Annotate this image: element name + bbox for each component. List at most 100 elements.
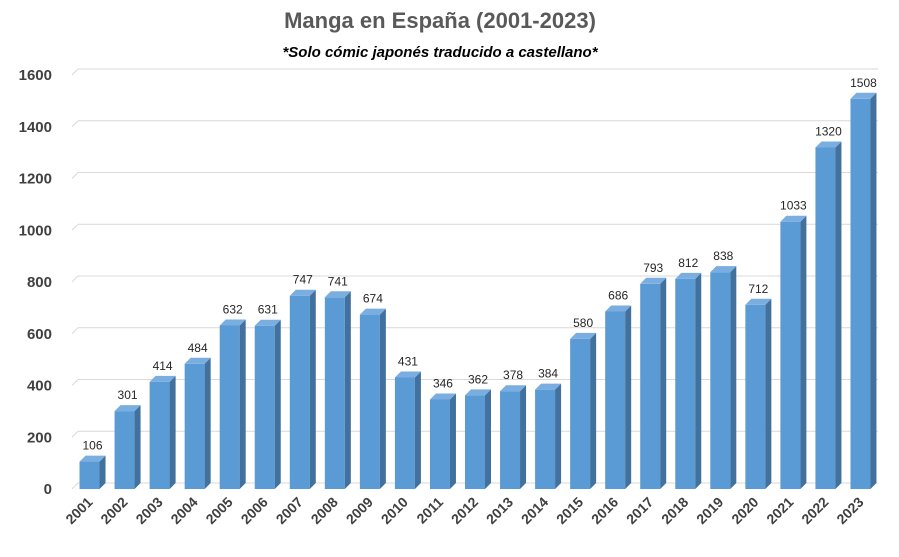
bar-front	[570, 338, 591, 489]
bar-front	[184, 363, 205, 489]
gridline-depth	[71, 275, 79, 283]
bar-2021	[780, 215, 807, 489]
bar-top	[114, 405, 141, 412]
bar-side	[485, 389, 491, 489]
data-label: 793	[643, 261, 663, 275]
bar-side	[309, 289, 316, 489]
bar-top	[710, 266, 737, 273]
x-tick-label: 2004	[167, 494, 200, 527]
x-tick-label: 2017	[623, 494, 656, 527]
bar-top	[570, 332, 597, 339]
bars	[79, 92, 877, 490]
bar-side	[660, 277, 667, 489]
bar-side	[765, 298, 772, 489]
x-tick-label: 2009	[343, 494, 376, 527]
bar-top	[429, 393, 456, 400]
bar-side	[870, 92, 877, 490]
bar-2019	[710, 266, 737, 489]
bar-front	[640, 283, 661, 489]
bar-2006	[254, 319, 281, 489]
bar-side	[449, 393, 456, 489]
bar-2020	[745, 298, 772, 489]
gridlines	[71, 68, 878, 490]
bar-2014	[535, 383, 562, 489]
bar-front	[149, 381, 170, 489]
bar-2005	[219, 319, 246, 489]
bar-top	[359, 308, 386, 315]
x-tick-label: 2003	[132, 494, 165, 527]
bar-front	[324, 297, 345, 489]
x-tick-label: 2021	[763, 494, 796, 527]
x-tick-label: 2014	[518, 494, 551, 527]
bar-front	[465, 395, 485, 489]
bar-2015	[570, 332, 597, 489]
bar-side	[274, 319, 281, 489]
x-tick-label: 2012	[448, 494, 481, 527]
bar-front	[79, 461, 100, 489]
data-label: 812	[678, 256, 698, 270]
data-label: 741	[328, 274, 348, 288]
bar-top	[465, 389, 491, 396]
bar-top	[815, 141, 842, 148]
x-tick-label: 2013	[483, 494, 516, 527]
bar-top	[640, 277, 667, 284]
data-label: 1508	[850, 76, 877, 90]
y-tick-label: 0	[44, 481, 52, 498]
x-tick-label: 2005	[202, 494, 235, 527]
bar-top	[675, 272, 702, 279]
data-label: 1320	[815, 124, 842, 138]
bar-2023	[850, 92, 877, 490]
data-label: 484	[188, 341, 208, 355]
bar-front	[114, 411, 135, 489]
bar-front	[535, 389, 556, 489]
bar-front	[710, 272, 731, 489]
bar-2004	[184, 357, 211, 489]
bar-2007	[289, 289, 316, 489]
gridline-depth	[71, 223, 79, 231]
data-label: 346	[433, 376, 453, 390]
bar-side	[204, 357, 211, 489]
bar-top	[394, 371, 421, 378]
data-label: 362	[468, 372, 488, 386]
bar-front	[780, 221, 801, 489]
x-tick-label: 2011	[413, 494, 446, 527]
bar-side	[344, 291, 351, 489]
bar-top	[149, 375, 176, 382]
x-tick-label: 2019	[693, 494, 726, 527]
x-tick-label: 2020	[728, 494, 761, 527]
bar-front	[675, 278, 696, 489]
bar-2012	[465, 389, 491, 489]
bar-front	[219, 325, 240, 489]
data-label: 431	[398, 354, 418, 368]
bar-front	[500, 391, 521, 489]
bar-top	[184, 357, 211, 364]
bar-side	[695, 272, 702, 489]
bar-side	[625, 305, 632, 489]
data-label: 838	[713, 249, 733, 263]
y-tick-label: 1400	[19, 119, 52, 136]
bar-2010	[394, 371, 421, 489]
bar-top	[289, 289, 316, 296]
data-label: 106	[83, 439, 103, 453]
bar-top	[324, 291, 351, 298]
data-label: 632	[223, 302, 243, 316]
gridline-depth	[71, 172, 79, 179]
x-tick-label: 2007	[273, 494, 306, 527]
chart-title: Manga en España (2001-2023)	[284, 8, 596, 33]
gridline-depth	[71, 430, 79, 438]
y-tick-label: 200	[27, 429, 52, 446]
bar-top	[850, 92, 877, 99]
bar-side	[520, 385, 527, 489]
bar-top	[254, 319, 281, 326]
chart-subtitle: *Solo cómic japonés traducido a castella…	[282, 44, 598, 61]
bar-side	[379, 308, 386, 489]
bar-2018	[675, 272, 702, 489]
x-axis-ticks: 2001 2002 2003 2004 2005 2006 2007 2008 2009 2010…	[62, 494, 866, 527]
bar-side	[169, 375, 176, 489]
bar-2003	[149, 375, 176, 489]
bar-top	[500, 385, 527, 392]
y-axis-ticks: 0 200 400 600 800 1000 1200 1400 1600	[19, 67, 52, 498]
bar-side	[239, 319, 246, 489]
